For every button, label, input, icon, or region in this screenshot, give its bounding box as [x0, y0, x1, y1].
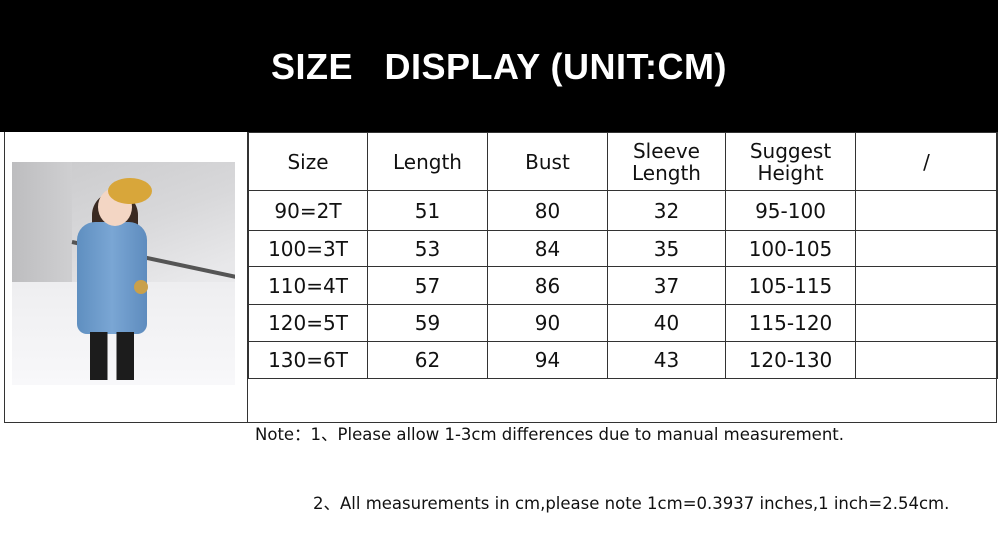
table-row: 120=5T 59 90 40 115-120 — [248, 304, 998, 342]
table-cell: 120-130 — [725, 341, 856, 379]
table-cell: 57 — [367, 266, 488, 305]
table-cell: 84 — [487, 230, 608, 267]
note-line-2: 2、All measurements in cm,please note 1cm… — [313, 494, 950, 513]
table-cell: 110=4T — [248, 266, 368, 305]
table-cell: 80 — [487, 190, 608, 231]
table-row: 130=6T 62 94 43 120-130 — [248, 341, 998, 379]
table-cell — [855, 230, 998, 267]
photo-cell — [4, 132, 248, 423]
header-length: Length — [367, 132, 488, 191]
table-header-row: Size Length Bust Sleeve Length Suggest H… — [248, 132, 998, 191]
header-size: Size — [248, 132, 368, 191]
table-cell: 53 — [367, 230, 488, 267]
table-cell — [855, 304, 998, 342]
table-cell: 90=2T — [248, 190, 368, 231]
table-cell: 62 — [367, 341, 488, 379]
header-bust: Bust — [487, 132, 608, 191]
notes: Note：1、Please allow 1-3cm differences du… — [255, 377, 949, 538]
table-cell: 100-105 — [725, 230, 856, 267]
table-cell: 59 — [367, 304, 488, 342]
table-cell: 40 — [607, 304, 726, 342]
table-cell: 32 — [607, 190, 726, 231]
table-row: 100=3T 53 84 35 100-105 — [248, 230, 998, 267]
table-cell: 100=3T — [248, 230, 368, 267]
header-blank: / — [855, 132, 998, 191]
header-suggest-height: Suggest Height — [725, 132, 856, 191]
note-line-1: Note：1、Please allow 1-3cm differences du… — [255, 425, 845, 444]
banner-title: SIZE DISPLAY (UNIT:CM) — [270, 46, 728, 87]
table-cell: 35 — [607, 230, 726, 267]
header-sleeve-length: Sleeve Length — [607, 132, 726, 191]
table-cell: 120=5T — [248, 304, 368, 342]
table-row: 90=2T 51 80 32 95-100 — [248, 190, 998, 231]
table-row: 110=4T 57 86 37 105-115 — [248, 266, 998, 305]
table-cell: 37 — [607, 266, 726, 305]
table-cell: 90 — [487, 304, 608, 342]
table-cell: 130=6T — [248, 341, 368, 379]
title-banner: SIZE DISPLAY (UNIT:CM) — [0, 0, 998, 132]
table-cell: 115-120 — [725, 304, 856, 342]
table-cell: 51 — [367, 190, 488, 231]
table-cell — [855, 190, 998, 231]
table-cell: 86 — [487, 266, 608, 305]
table-cell: 95-100 — [725, 190, 856, 231]
size-table: Size Length Bust Sleeve Length Suggest H… — [248, 132, 998, 379]
table-cell: 94 — [487, 341, 608, 379]
header-suggest-height-text: Suggest Height — [749, 138, 832, 185]
table-cell: 43 — [607, 341, 726, 379]
table-cell — [855, 341, 998, 379]
product-photo — [12, 162, 235, 385]
table-cell: 105-115 — [725, 266, 856, 305]
header-sleeve-length-text: Sleeve Length — [632, 138, 701, 185]
table-cell — [855, 266, 998, 305]
